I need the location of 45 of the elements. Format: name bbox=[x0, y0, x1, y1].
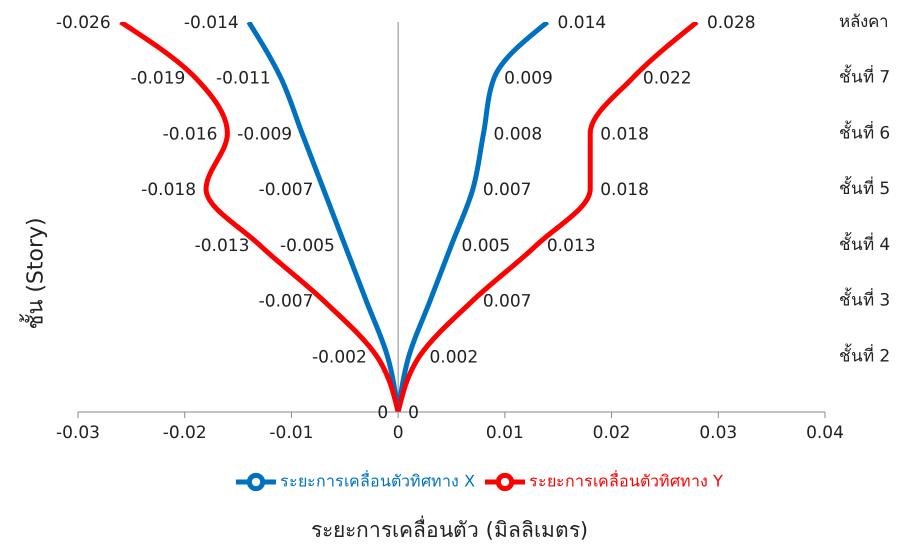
x-tick-label: -0.03 bbox=[56, 423, 100, 444]
y-tick-label: ชั้นที่ 7 bbox=[839, 64, 890, 88]
y-tick-label: ชั้นที่ 6 bbox=[839, 120, 890, 144]
data-label: -0.013 bbox=[194, 236, 250, 256]
data-label: -0.011 bbox=[216, 68, 271, 89]
data-label: -0.019 bbox=[130, 68, 186, 89]
data-label: 0 bbox=[408, 403, 419, 423]
data-label: -0.002 bbox=[312, 347, 367, 368]
data-label: -0.009 bbox=[237, 124, 292, 144]
legend-label: ระยะการเคลื่อนตัวทิศทาง Y bbox=[529, 471, 723, 490]
data-label: -0.018 bbox=[141, 180, 196, 200]
x-tick-label: 0.04 bbox=[806, 423, 844, 444]
x-tick-label: 0.02 bbox=[592, 423, 630, 444]
y-tick-label: ชั้นที่ 3 bbox=[839, 288, 890, 311]
data-label: 0.013 bbox=[546, 236, 596, 256]
data-label: 0 bbox=[377, 403, 388, 423]
data-label: 0.007 bbox=[482, 180, 532, 200]
data-label: -0.016 bbox=[162, 124, 218, 144]
data-label: 0.018 bbox=[600, 180, 649, 200]
data-label: 0.022 bbox=[642, 68, 692, 89]
x-tick-label: 0 bbox=[392, 423, 404, 444]
data-label: 0.002 bbox=[429, 347, 478, 368]
data-label: 0.007 bbox=[482, 292, 532, 312]
x-tick-label: -0.02 bbox=[162, 423, 207, 444]
data-label: -0.005 bbox=[280, 236, 335, 256]
y-tick-label: ชั้นที่ 4 bbox=[839, 232, 890, 255]
y-axis-title: ชั้น (Story) bbox=[18, 216, 50, 330]
data-label: 0.028 bbox=[706, 13, 756, 33]
data-label: 0.018 bbox=[600, 124, 649, 144]
data-label: 0.009 bbox=[504, 68, 553, 89]
data-label: 0.008 bbox=[494, 124, 542, 144]
data-label: -0.007 bbox=[258, 292, 314, 312]
data-label: -0.014 bbox=[184, 13, 239, 33]
y-tick-label: ชั้นที่ 2 bbox=[839, 343, 890, 366]
x-axis-title: ระยะการเคลื่อนตัว (มิลลิเมตร) bbox=[310, 514, 590, 544]
x-tick-label: 0.03 bbox=[699, 423, 738, 444]
x-tick-label: 0.01 bbox=[486, 423, 524, 444]
data-label: -0.026 bbox=[56, 13, 111, 33]
data-label: 0.014 bbox=[558, 13, 606, 33]
y-tick-label: ชั้นที่ 5 bbox=[839, 176, 890, 200]
legend-label: ระยะการเคลื่อนตัวทิศทาง X bbox=[280, 471, 476, 490]
x-tick-label: -0.01 bbox=[269, 423, 314, 444]
y-tick-label: หลังคา bbox=[839, 12, 889, 32]
data-label: 0.005 bbox=[462, 236, 510, 256]
data-label: -0.007 bbox=[258, 180, 314, 200]
